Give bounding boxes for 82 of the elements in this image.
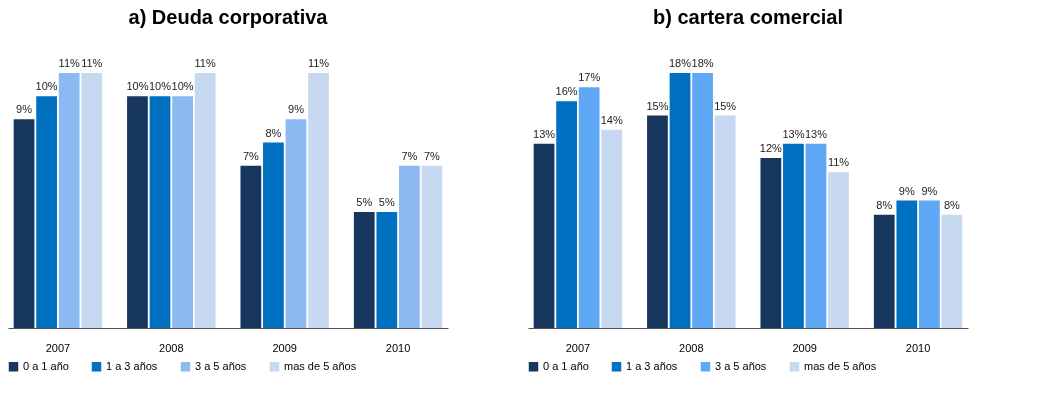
- bar: [194, 73, 216, 328]
- bar: [308, 73, 329, 328]
- bar: [692, 73, 713, 328]
- x-tick-label: 2007: [45, 341, 71, 354]
- bar: [941, 214, 963, 328]
- bar: [421, 165, 443, 328]
- bar: [783, 143, 804, 328]
- chart-title: b) cartera comercial: [652, 6, 844, 28]
- data-label: 15%: [714, 99, 737, 112]
- legend-label: 1 a 3 años: [626, 359, 678, 372]
- x-tick-label: 2010: [385, 341, 411, 354]
- data-label: 8%: [944, 198, 961, 211]
- data-label: 7%: [424, 149, 441, 162]
- bar: [58, 73, 80, 328]
- legend-label: 0 a 1 año: [23, 359, 69, 372]
- data-label: 13%: [804, 127, 828, 140]
- data-label: 10%: [149, 80, 172, 93]
- bar: [240, 165, 262, 328]
- bar: [828, 172, 849, 328]
- bar: [263, 142, 284, 328]
- data-label: 11%: [307, 57, 330, 69]
- bar: [353, 212, 375, 328]
- legend-label: 1 a 3 años: [106, 359, 158, 372]
- x-tick-label: 2008: [159, 341, 184, 354]
- data-label: 9%: [288, 103, 305, 116]
- bar: [172, 96, 193, 328]
- bar: [285, 119, 307, 328]
- bar: [873, 214, 895, 328]
- x-tick-label: 2008: [679, 341, 704, 354]
- bar: [760, 158, 782, 328]
- data-label: 5%: [378, 196, 395, 209]
- bar: [556, 101, 577, 328]
- legend-label: mas de 5 años: [804, 359, 877, 372]
- data-label: 10%: [35, 80, 58, 93]
- data-label: 9%: [898, 184, 915, 197]
- bar: [36, 96, 57, 328]
- bar: [149, 96, 171, 328]
- data-label: 13%: [782, 127, 805, 140]
- data-label: 11%: [827, 156, 850, 169]
- data-label: 9%: [16, 103, 33, 116]
- bar: [399, 165, 420, 328]
- x-tick-label: 2009: [272, 341, 297, 354]
- bar: [805, 143, 827, 328]
- data-label: 7%: [401, 149, 418, 162]
- data-label: 16%: [555, 85, 578, 98]
- x-tick-label: 2009: [792, 341, 817, 354]
- data-label: 8%: [876, 198, 893, 211]
- data-label: 18%: [669, 57, 692, 69]
- bar: [13, 119, 35, 328]
- data-label: 7%: [242, 149, 260, 162]
- data-label: 13%: [533, 127, 556, 140]
- bar: [919, 200, 940, 328]
- data-label: 11%: [194, 57, 216, 69]
- data-label: 9%: [921, 184, 938, 197]
- data-label: 12%: [759, 142, 783, 154]
- chart-title: a) Deuda corporativa: [128, 6, 329, 28]
- legend-label: 0 a 1 año: [543, 359, 589, 372]
- bar: [81, 73, 103, 328]
- data-label: 5%: [356, 196, 373, 209]
- data-label: 14%: [600, 113, 623, 126]
- data-label: 11%: [58, 57, 80, 69]
- bar: [714, 115, 736, 328]
- data-label: 18%: [691, 57, 714, 69]
- bar: [376, 212, 398, 328]
- data-label: 17%: [578, 71, 601, 84]
- x-tick-label: 2010: [905, 341, 931, 354]
- bar: [578, 87, 600, 328]
- bar: [669, 73, 691, 328]
- data-label: 10%: [171, 80, 194, 93]
- bar: [601, 129, 623, 328]
- data-label: 15%: [646, 99, 669, 112]
- x-tick-label: 2007: [565, 341, 591, 354]
- legend-label: mas de 5 años: [284, 359, 357, 372]
- bar: [896, 200, 918, 328]
- data-label: 10%: [126, 80, 149, 93]
- legend-label: 3 a 5 años: [195, 359, 247, 372]
- bar: [127, 96, 148, 328]
- data-label: 11%: [81, 57, 103, 69]
- data-label: 8%: [265, 126, 282, 139]
- legend-label: 3 a 5 años: [715, 359, 767, 372]
- bar: [647, 115, 668, 328]
- bar: [533, 143, 555, 328]
